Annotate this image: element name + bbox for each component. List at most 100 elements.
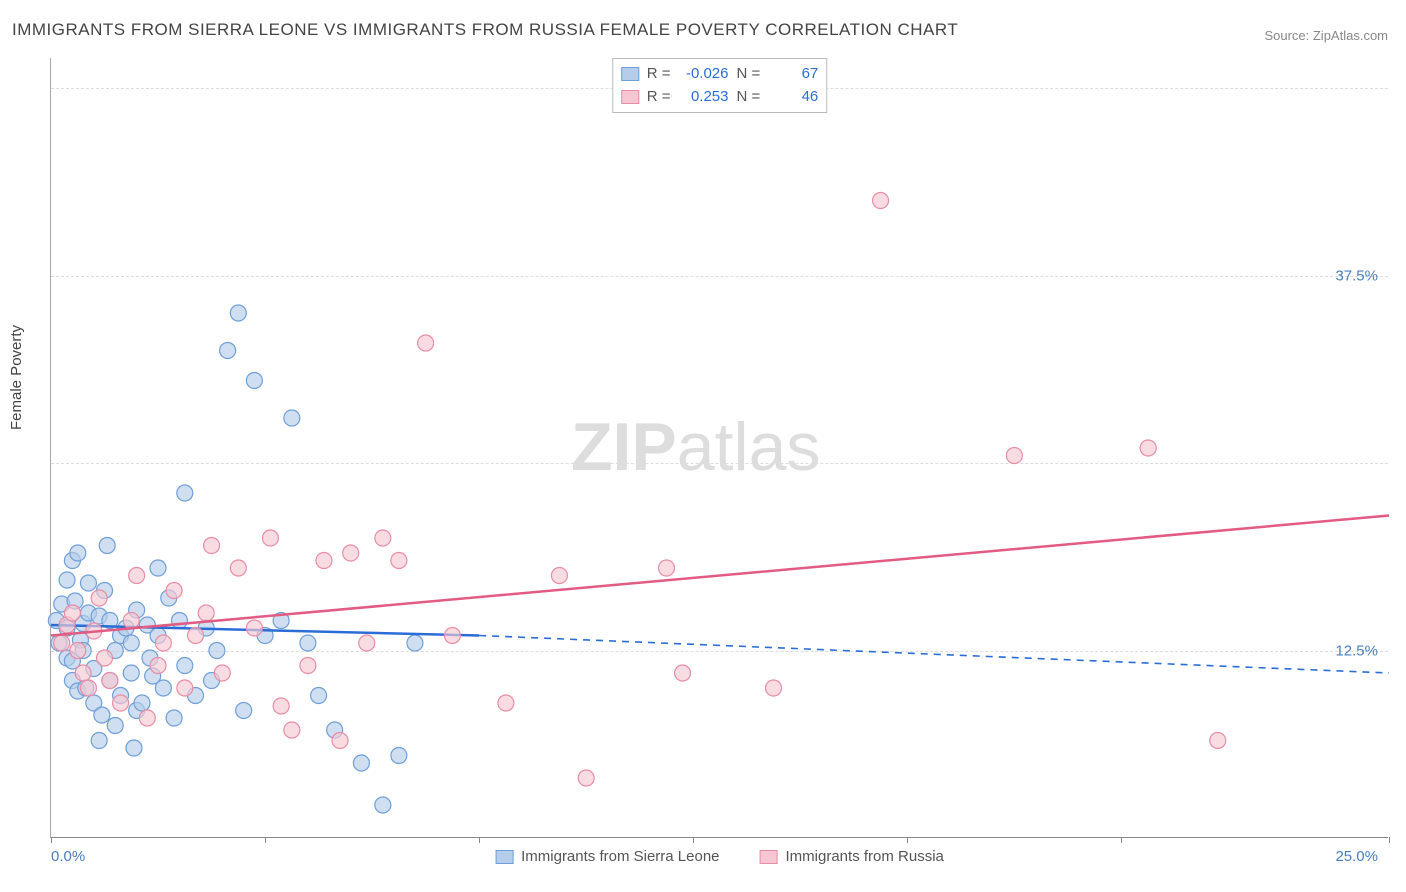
data-point bbox=[102, 673, 118, 689]
data-point bbox=[166, 583, 182, 599]
data-point bbox=[332, 733, 348, 749]
data-point bbox=[113, 695, 129, 711]
data-point bbox=[658, 560, 674, 576]
data-point bbox=[262, 530, 278, 546]
data-point bbox=[246, 373, 262, 389]
data-point bbox=[80, 680, 96, 696]
data-point bbox=[284, 722, 300, 738]
data-point bbox=[246, 620, 262, 636]
data-point bbox=[80, 575, 96, 591]
data-point bbox=[300, 658, 316, 674]
chart-title: IMMIGRANTS FROM SIERRA LEONE VS IMMIGRAN… bbox=[12, 20, 958, 40]
data-point bbox=[171, 613, 187, 629]
data-point bbox=[236, 703, 252, 719]
stats-n-label: N = bbox=[737, 86, 761, 109]
data-point bbox=[316, 553, 332, 569]
data-point bbox=[129, 568, 145, 584]
data-point bbox=[123, 613, 139, 629]
data-point bbox=[391, 748, 407, 764]
data-point bbox=[150, 658, 166, 674]
data-point bbox=[70, 643, 86, 659]
data-point bbox=[123, 635, 139, 651]
data-point bbox=[214, 665, 230, 681]
data-point bbox=[166, 710, 182, 726]
data-point bbox=[177, 658, 193, 674]
stats-r-value-0: -0.026 bbox=[679, 63, 729, 86]
legend-item-1: Immigrants from Russia bbox=[760, 848, 944, 865]
data-point bbox=[155, 635, 171, 651]
data-point bbox=[578, 770, 594, 786]
data-point bbox=[64, 605, 80, 621]
stats-r-label: R = bbox=[647, 63, 671, 86]
legend-swatch-0 bbox=[495, 850, 513, 864]
plot-svg bbox=[51, 58, 1388, 837]
data-point bbox=[177, 485, 193, 501]
trend-line bbox=[51, 516, 1389, 636]
x-tick-label-max: 25.0% bbox=[1335, 848, 1378, 865]
data-point bbox=[198, 605, 214, 621]
data-point bbox=[444, 628, 460, 644]
legend-swatch-1 bbox=[760, 850, 778, 864]
stats-n-value-0: 67 bbox=[768, 63, 818, 86]
data-point bbox=[230, 305, 246, 321]
data-point bbox=[107, 718, 123, 734]
data-point bbox=[353, 755, 369, 771]
data-point bbox=[498, 695, 514, 711]
data-point bbox=[311, 688, 327, 704]
data-point bbox=[418, 335, 434, 351]
data-point bbox=[99, 538, 115, 554]
data-point bbox=[70, 545, 86, 561]
data-point bbox=[155, 680, 171, 696]
data-point bbox=[220, 343, 236, 359]
chart-container: IMMIGRANTS FROM SIERRA LEONE VS IMMIGRAN… bbox=[0, 0, 1406, 892]
y-axis-label: Female Poverty bbox=[8, 325, 25, 430]
data-point bbox=[375, 530, 391, 546]
plot-area: 12.5%37.5% ZIPatlas R = -0.026 N = 67 R … bbox=[50, 58, 1388, 838]
data-point bbox=[873, 193, 889, 209]
data-point bbox=[59, 572, 75, 588]
data-point bbox=[94, 707, 110, 723]
data-point bbox=[284, 410, 300, 426]
data-point bbox=[1210, 733, 1226, 749]
data-point bbox=[188, 628, 204, 644]
data-point bbox=[230, 560, 246, 576]
source-attribution: Source: ZipAtlas.com bbox=[1264, 28, 1388, 43]
data-point bbox=[375, 797, 391, 813]
data-point bbox=[1006, 448, 1022, 464]
data-point bbox=[123, 665, 139, 681]
stats-n-label: N = bbox=[737, 63, 761, 86]
data-point bbox=[1140, 440, 1156, 456]
data-point bbox=[273, 698, 289, 714]
data-point bbox=[766, 680, 782, 696]
data-point bbox=[134, 695, 150, 711]
trend-line-dashed bbox=[479, 636, 1389, 674]
data-point bbox=[150, 560, 166, 576]
stats-r-value-1: 0.253 bbox=[679, 86, 729, 109]
data-point bbox=[675, 665, 691, 681]
data-point bbox=[177, 680, 193, 696]
stats-row-series-1: R = 0.253 N = 46 bbox=[621, 86, 819, 109]
data-point bbox=[91, 733, 107, 749]
stats-n-value-1: 46 bbox=[768, 86, 818, 109]
data-point bbox=[75, 665, 91, 681]
data-point bbox=[54, 635, 70, 651]
stats-r-label: R = bbox=[647, 86, 671, 109]
bottom-legend: Immigrants from Sierra Leone Immigrants … bbox=[495, 848, 944, 865]
data-point bbox=[209, 643, 225, 659]
legend-label-1: Immigrants from Russia bbox=[786, 848, 944, 865]
data-point bbox=[551, 568, 567, 584]
stats-swatch-1 bbox=[621, 90, 639, 104]
data-point bbox=[407, 635, 423, 651]
data-point bbox=[300, 635, 316, 651]
data-point bbox=[126, 740, 142, 756]
stats-legend: R = -0.026 N = 67 R = 0.253 N = 46 bbox=[612, 58, 828, 113]
data-point bbox=[391, 553, 407, 569]
data-point bbox=[204, 538, 220, 554]
legend-label-0: Immigrants from Sierra Leone bbox=[521, 848, 719, 865]
stats-swatch-0 bbox=[621, 67, 639, 81]
data-point bbox=[139, 710, 155, 726]
data-point bbox=[343, 545, 359, 561]
data-point bbox=[91, 590, 107, 606]
x-tick-label-min: 0.0% bbox=[51, 848, 85, 865]
data-point bbox=[97, 650, 113, 666]
